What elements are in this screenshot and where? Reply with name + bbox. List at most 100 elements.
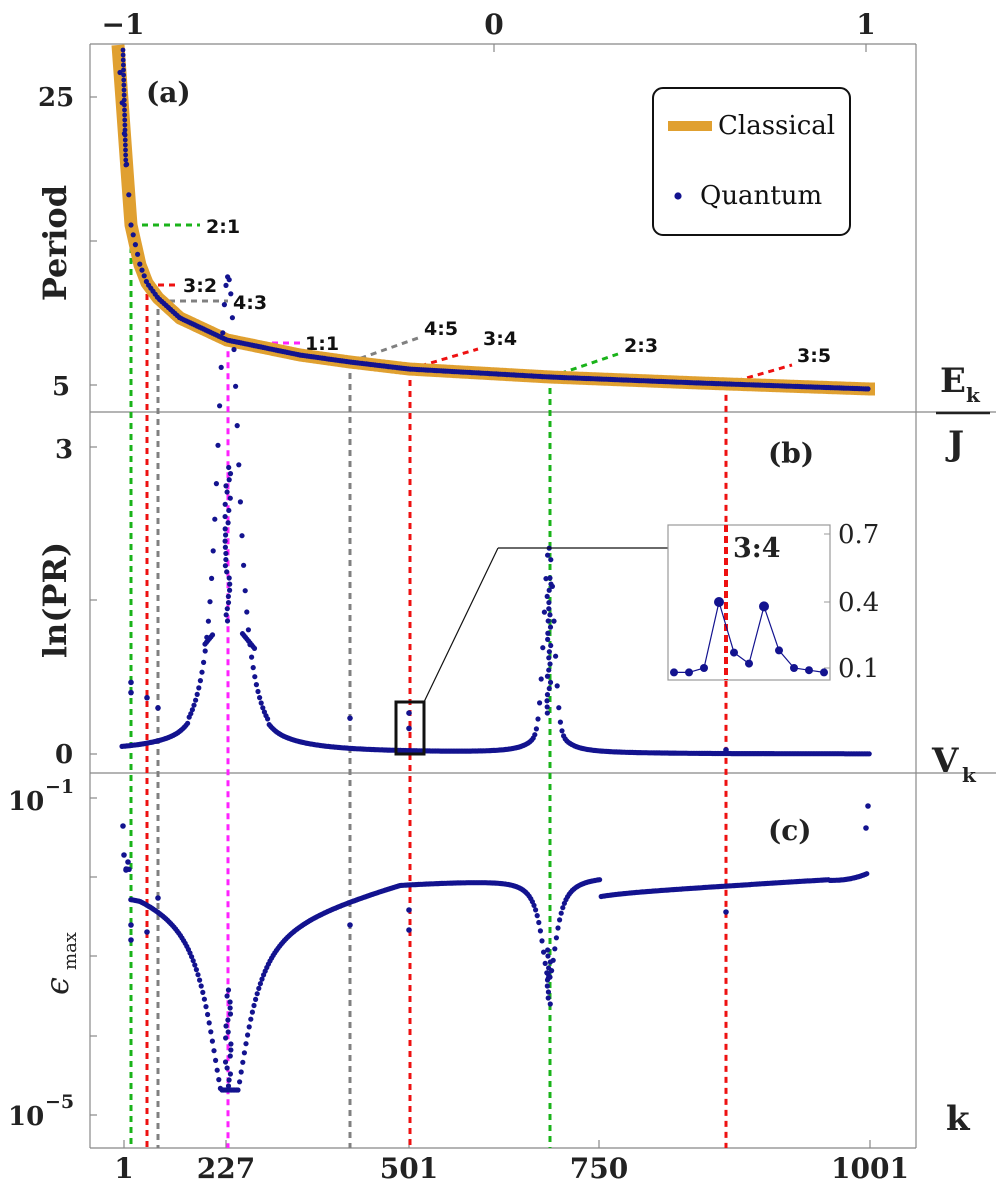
panel-a-side-label: E k J <box>936 361 990 464</box>
eps-point <box>211 1048 216 1053</box>
eps-point <box>224 993 229 998</box>
eps-point <box>243 1041 248 1046</box>
lnpr-point <box>265 716 270 721</box>
resonance-lines: 2:13:24:31:14:5 3:4 2:3 3:5 <box>131 216 831 1148</box>
lnpr-point <box>224 569 229 574</box>
eps-point <box>128 937 134 943</box>
lnpr-point <box>223 551 228 556</box>
panel-c-tag: (c) <box>768 814 812 847</box>
inset-point <box>775 646 783 654</box>
lnpr-point <box>243 588 248 593</box>
lnpr-point <box>542 610 547 615</box>
side-label-den: J <box>945 424 964 464</box>
bottom-axis-tick: 750 <box>570 1152 628 1185</box>
eps-point <box>548 959 553 964</box>
panel-a-ytick-25: 25 <box>38 83 74 113</box>
lnpr-point <box>199 670 204 675</box>
lnpr-point <box>238 499 243 504</box>
lnpr-point <box>206 619 211 624</box>
lnpr-point <box>555 683 560 688</box>
side-label-num: E <box>940 361 966 401</box>
eps-point <box>545 953 550 958</box>
panel-c-ytick-top-base: 10 <box>8 787 44 817</box>
eps-point <box>548 1001 553 1006</box>
eps-point <box>552 946 557 951</box>
lnpr-point <box>223 557 228 562</box>
quantum-point <box>122 88 127 93</box>
lnpr-point <box>227 588 232 593</box>
lnpr-point <box>223 563 228 568</box>
eps-point <box>597 877 602 882</box>
lnpr-point <box>203 648 208 653</box>
lnpr-point <box>540 645 545 650</box>
inset-point <box>820 668 828 676</box>
quantum-point <box>121 73 126 78</box>
eps-point <box>347 922 353 928</box>
lnpr-point <box>198 678 203 683</box>
eps-point <box>554 935 559 940</box>
quantum-point <box>128 222 133 227</box>
quantum-point <box>121 63 126 68</box>
eps-point <box>258 981 263 986</box>
quantum-point <box>133 242 138 247</box>
lnpr-point <box>231 347 236 352</box>
panel-c-ytick-bottom-base: 10 <box>8 1102 44 1132</box>
lnpr-point <box>546 600 551 605</box>
bottom-axis-tick: 227 <box>197 1152 255 1185</box>
quantum-point <box>122 93 127 98</box>
eps-point <box>555 925 560 930</box>
eps-point <box>120 823 126 829</box>
eps-point <box>539 938 544 943</box>
lnpr-point <box>548 557 553 562</box>
inset-point <box>805 666 813 674</box>
lnpr-point <box>226 520 231 525</box>
eps-point <box>202 997 207 1002</box>
lnpr-point <box>239 533 244 538</box>
eps-point <box>228 1005 233 1010</box>
panel-b-side-label: V k <box>931 741 977 787</box>
inset: 3:4 0.70.40.1 <box>396 520 879 754</box>
panel-c-ytick-bottom-exp: −5 <box>45 1091 74 1113</box>
lnpr-point <box>545 553 550 558</box>
panel-c <box>120 803 871 1092</box>
lnpr-point <box>547 661 552 666</box>
top-axis-tick: 0 <box>484 8 503 41</box>
lnpr-point <box>257 695 262 700</box>
quantum-point <box>142 273 147 278</box>
quantum-point <box>121 48 126 53</box>
eps-point <box>545 977 550 982</box>
eps-point <box>199 983 204 988</box>
eps-point <box>228 1047 233 1052</box>
top-axis-tick: −1 <box>102 8 145 41</box>
lnpr-point <box>548 582 553 587</box>
eps-point <box>253 997 258 1002</box>
eps-point <box>208 1029 213 1034</box>
quantum-point <box>121 58 126 63</box>
lnpr-point <box>225 489 230 494</box>
eps-point <box>210 1039 215 1044</box>
quantum-point <box>126 192 131 197</box>
lnpr-point <box>252 646 257 651</box>
lnpr-point <box>545 710 550 715</box>
lnpr-point <box>223 502 228 507</box>
eps-point <box>226 1077 231 1082</box>
eps-point <box>228 1041 233 1046</box>
lnpr-point <box>236 462 241 467</box>
lnpr-point <box>545 674 550 679</box>
eps-point <box>225 1065 230 1070</box>
panel-c-ytick-top: 10 −1 <box>8 776 74 817</box>
lnpr-point <box>548 680 553 685</box>
eps-point <box>546 965 551 970</box>
eps-point <box>536 920 541 925</box>
eps-point <box>155 895 161 901</box>
panel-a-ytick-5: 5 <box>52 372 70 402</box>
quantum-point <box>122 103 127 108</box>
lnpr-point <box>211 548 216 553</box>
eps-point <box>223 1035 228 1040</box>
lnpr-point <box>222 302 227 307</box>
quantum-point <box>131 232 136 237</box>
lnpr-point <box>226 508 231 513</box>
eps-point <box>256 986 261 991</box>
inset-label: 3:4 <box>733 533 781 564</box>
